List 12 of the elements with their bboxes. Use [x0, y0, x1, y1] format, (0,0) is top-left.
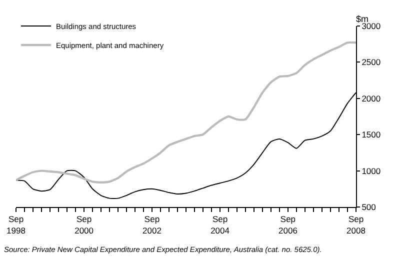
x-tick-label: Sep 2004	[210, 214, 230, 236]
x-tick-label: Sep 2006	[278, 214, 298, 236]
y-tick-label: 1500	[362, 130, 381, 140]
x-tick-label: Sep 2008	[346, 214, 366, 236]
y-tick-label: 500	[362, 202, 376, 212]
x-tick-label: Sep 2000	[74, 214, 94, 236]
x-tick-label: Sep 1998	[6, 214, 26, 236]
line-series	[16, 41, 356, 184]
y-tick-label: 2500	[362, 57, 381, 68]
x-tick-label: Sep 2002	[142, 214, 162, 236]
y-tick-label: 2000	[362, 93, 381, 104]
y-tick-label: 1000	[362, 166, 381, 176]
